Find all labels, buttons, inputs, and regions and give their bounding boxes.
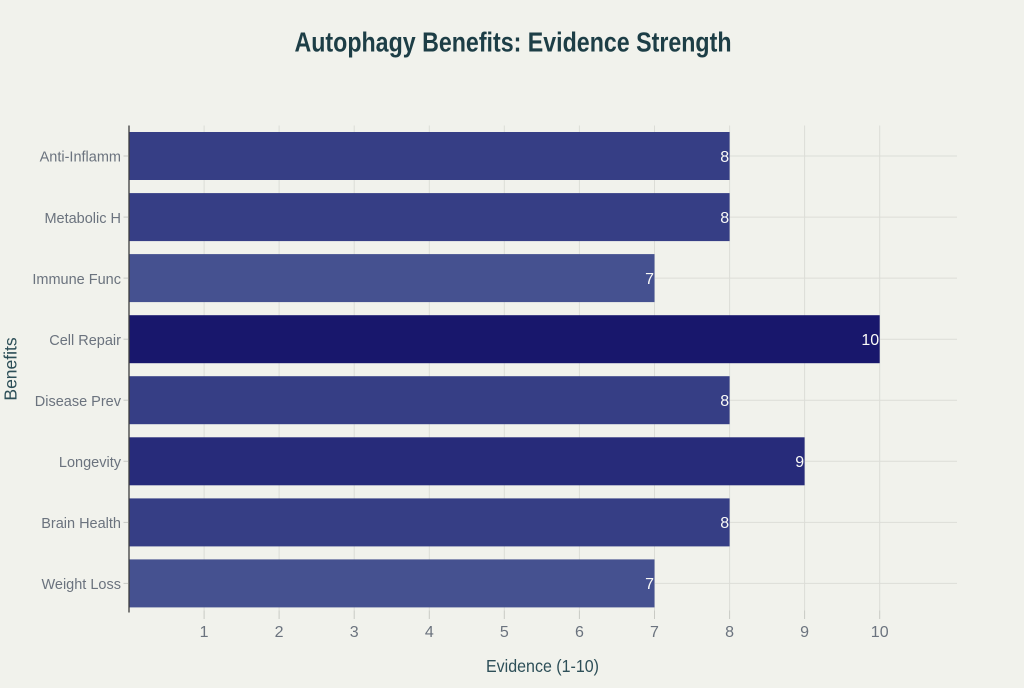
svg-text:7: 7 [645,271,654,288]
svg-text:6: 6 [575,624,584,641]
svg-text:7: 7 [650,624,659,641]
svg-text:3: 3 [350,624,359,641]
svg-text:Benefits: Benefits [1,337,21,400]
svg-text:8: 8 [720,515,729,532]
svg-text:8: 8 [720,210,729,227]
svg-text:5: 5 [500,624,509,641]
svg-text:4: 4 [425,624,434,641]
svg-text:Weight Loss: Weight Loss [41,577,121,593]
svg-text:Cell Repair: Cell Repair [49,333,121,349]
svg-text:Anti-Inflamm: Anti-Inflamm [40,150,121,166]
svg-text:8: 8 [725,624,734,641]
svg-text:8: 8 [720,393,729,410]
svg-text:7: 7 [645,576,654,593]
svg-text:10: 10 [871,624,889,641]
svg-text:Longevity: Longevity [59,455,122,471]
svg-text:Autophagy Benefits: Evidence S: Autophagy Benefits: Evidence Strength [295,26,732,57]
svg-text:Disease Prev: Disease Prev [35,394,122,410]
svg-text:Evidence (1-10): Evidence (1-10) [486,656,599,676]
svg-text:9: 9 [800,624,809,641]
svg-text:9: 9 [795,454,804,471]
svg-text:Brain Health: Brain Health [41,516,121,532]
svg-text:Metabolic H: Metabolic H [44,211,121,227]
svg-text:2: 2 [275,624,284,641]
svg-text:8: 8 [720,149,729,166]
svg-text:1: 1 [200,624,209,641]
svg-text:10: 10 [861,332,879,349]
svg-text:Immune Func: Immune Func [32,272,121,288]
